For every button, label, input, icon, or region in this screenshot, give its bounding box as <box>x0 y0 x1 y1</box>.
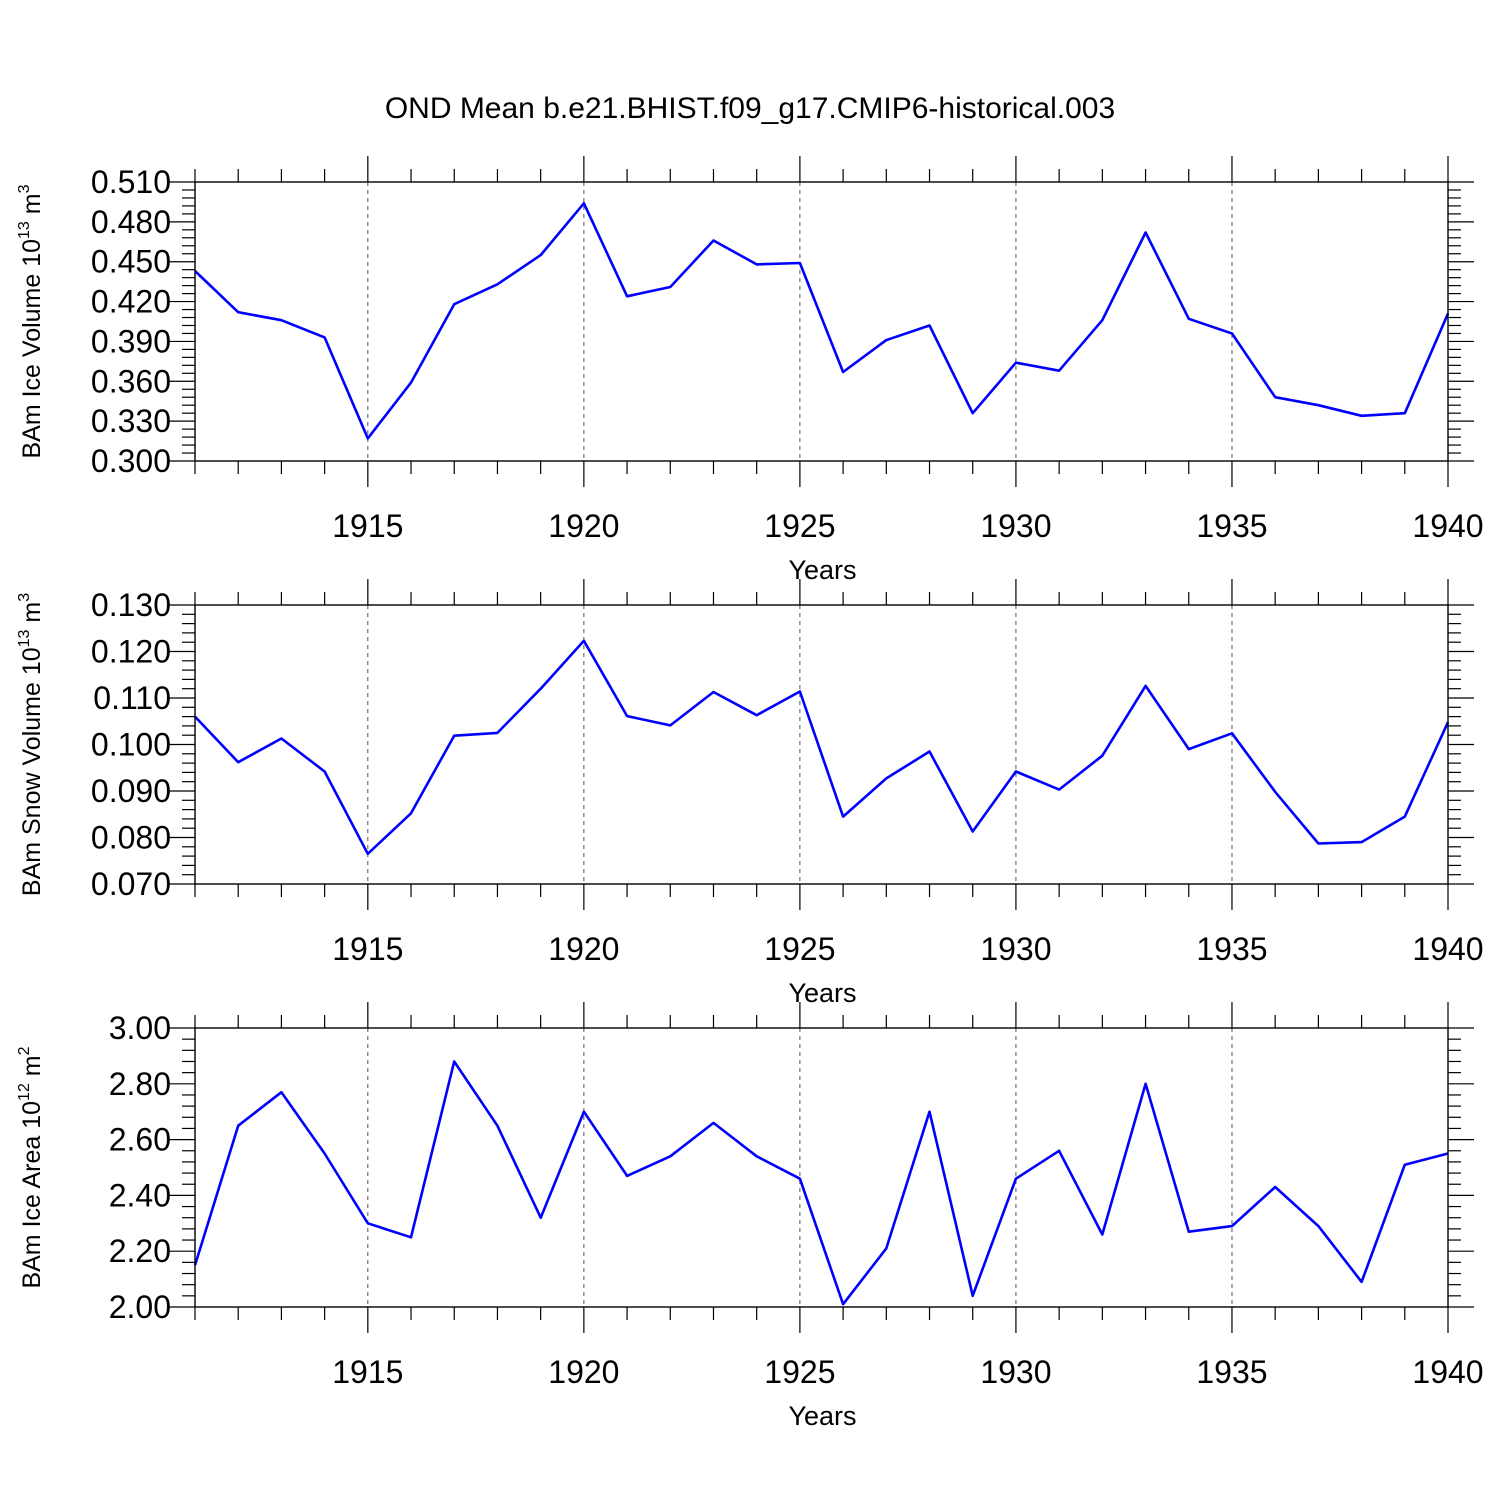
y-tick-label: 0.110 <box>93 680 171 716</box>
y-tick-label: 0.300 <box>91 443 171 479</box>
x-tick-label: 1940 <box>1412 931 1483 967</box>
y-axis-label-unit: m <box>18 193 46 221</box>
y-axis-label: BAm Ice Volume 1013 m3 <box>16 184 46 458</box>
y-tick-label: 2.80 <box>109 1066 171 1102</box>
y-axis-label-exponent: 12 <box>16 1083 33 1101</box>
y-tick-label: 2.60 <box>109 1122 171 1158</box>
y-tick-label: 2.20 <box>109 1233 171 1269</box>
y-axis-label-main: BAm Ice Volume 10 <box>18 239 46 459</box>
y-tick-label: 2.40 <box>109 1177 171 1213</box>
x-tick-label: 1915 <box>332 931 403 967</box>
x-tick-label: 1925 <box>764 1354 835 1390</box>
x-tick-label: 1915 <box>332 508 403 544</box>
x-tick-label: 1920 <box>548 931 619 967</box>
plot-frame <box>194 1027 1449 1308</box>
y-tick-label: 3.00 <box>109 1010 171 1046</box>
y-axis-label: BAm Snow Volume 1013 m3 <box>16 593 46 896</box>
x-tick-label: 1935 <box>1196 931 1267 967</box>
x-tick-label: 1940 <box>1412 1354 1483 1390</box>
x-tick-label: 1930 <box>980 1354 1051 1390</box>
series-line <box>194 202 1450 440</box>
y-tick-label: 0.120 <box>91 634 171 670</box>
y-tick-label: 0.100 <box>91 727 171 763</box>
y-tick-label: 0.130 <box>91 587 171 623</box>
y-tick-label: 0.330 <box>91 403 171 439</box>
y-axis-label-exponent: 13 <box>16 221 33 239</box>
y-tick-label: 0.420 <box>91 284 171 320</box>
plot-frame <box>194 604 1449 885</box>
y-axis-label-unit: m <box>18 1055 46 1083</box>
y-axis-label-main: BAm Ice Area 10 <box>18 1101 46 1289</box>
y-axis-label-unit-exponent: 3 <box>16 593 33 602</box>
x-tick-label: 1915 <box>332 1354 403 1390</box>
y-tick-label: 0.450 <box>91 244 171 280</box>
y-tick-label: 0.390 <box>91 323 171 359</box>
x-tick-label: 1925 <box>764 931 835 967</box>
x-tick-label: 1930 <box>980 508 1051 544</box>
x-tick-label: 1940 <box>1412 508 1483 544</box>
y-axis-label: BAm Ice Area 1012 m2 <box>16 1046 46 1288</box>
plot-frame <box>194 181 1449 462</box>
x-tick-label: 1925 <box>764 508 835 544</box>
x-tick-label: 1935 <box>1196 508 1267 544</box>
y-tick-label: 0.360 <box>91 363 171 399</box>
series-line <box>194 639 1450 856</box>
panel-2: 0.070 0.080 0.090 0.100 0.110 0.120 0.130 1915 1… <box>16 579 1484 1008</box>
figure-title: OND Mean b.e21.BHIST.f09_g17.CMIP6-histo… <box>385 92 1115 125</box>
y-axis-label-unit-exponent: 2 <box>16 1046 33 1055</box>
y-tick-label: 0.510 <box>91 164 171 200</box>
x-axis-label: Years <box>788 555 856 585</box>
y-axis-label-unit: m <box>18 602 46 630</box>
x-tick-label: 1935 <box>1196 1354 1267 1390</box>
y-axis-label-exponent: 13 <box>16 629 33 647</box>
x-tick-label: 1930 <box>980 931 1051 967</box>
y-tick-label: 0.480 <box>91 204 171 240</box>
series-line <box>193 1060 1449 1306</box>
y-tick-label: 0.090 <box>91 773 171 809</box>
y-axis-label-unit-exponent: 3 <box>16 184 33 193</box>
y-axis-label-main: BAm Snow Volume 10 <box>18 647 46 896</box>
y-tick-label: 0.080 <box>91 820 171 856</box>
x-axis-label: Years <box>788 1401 856 1431</box>
panel-3: 2.00 2.20 2.40 2.60 2.80 3.00 1915 1920 1925 1930… <box>16 1002 1484 1431</box>
x-tick-label: 1920 <box>548 1354 619 1390</box>
y-tick-label: 0.070 <box>91 866 171 902</box>
x-tick-label: 1920 <box>548 508 619 544</box>
x-axis-label: Years <box>788 978 856 1008</box>
y-tick-label: 2.00 <box>109 1289 171 1325</box>
